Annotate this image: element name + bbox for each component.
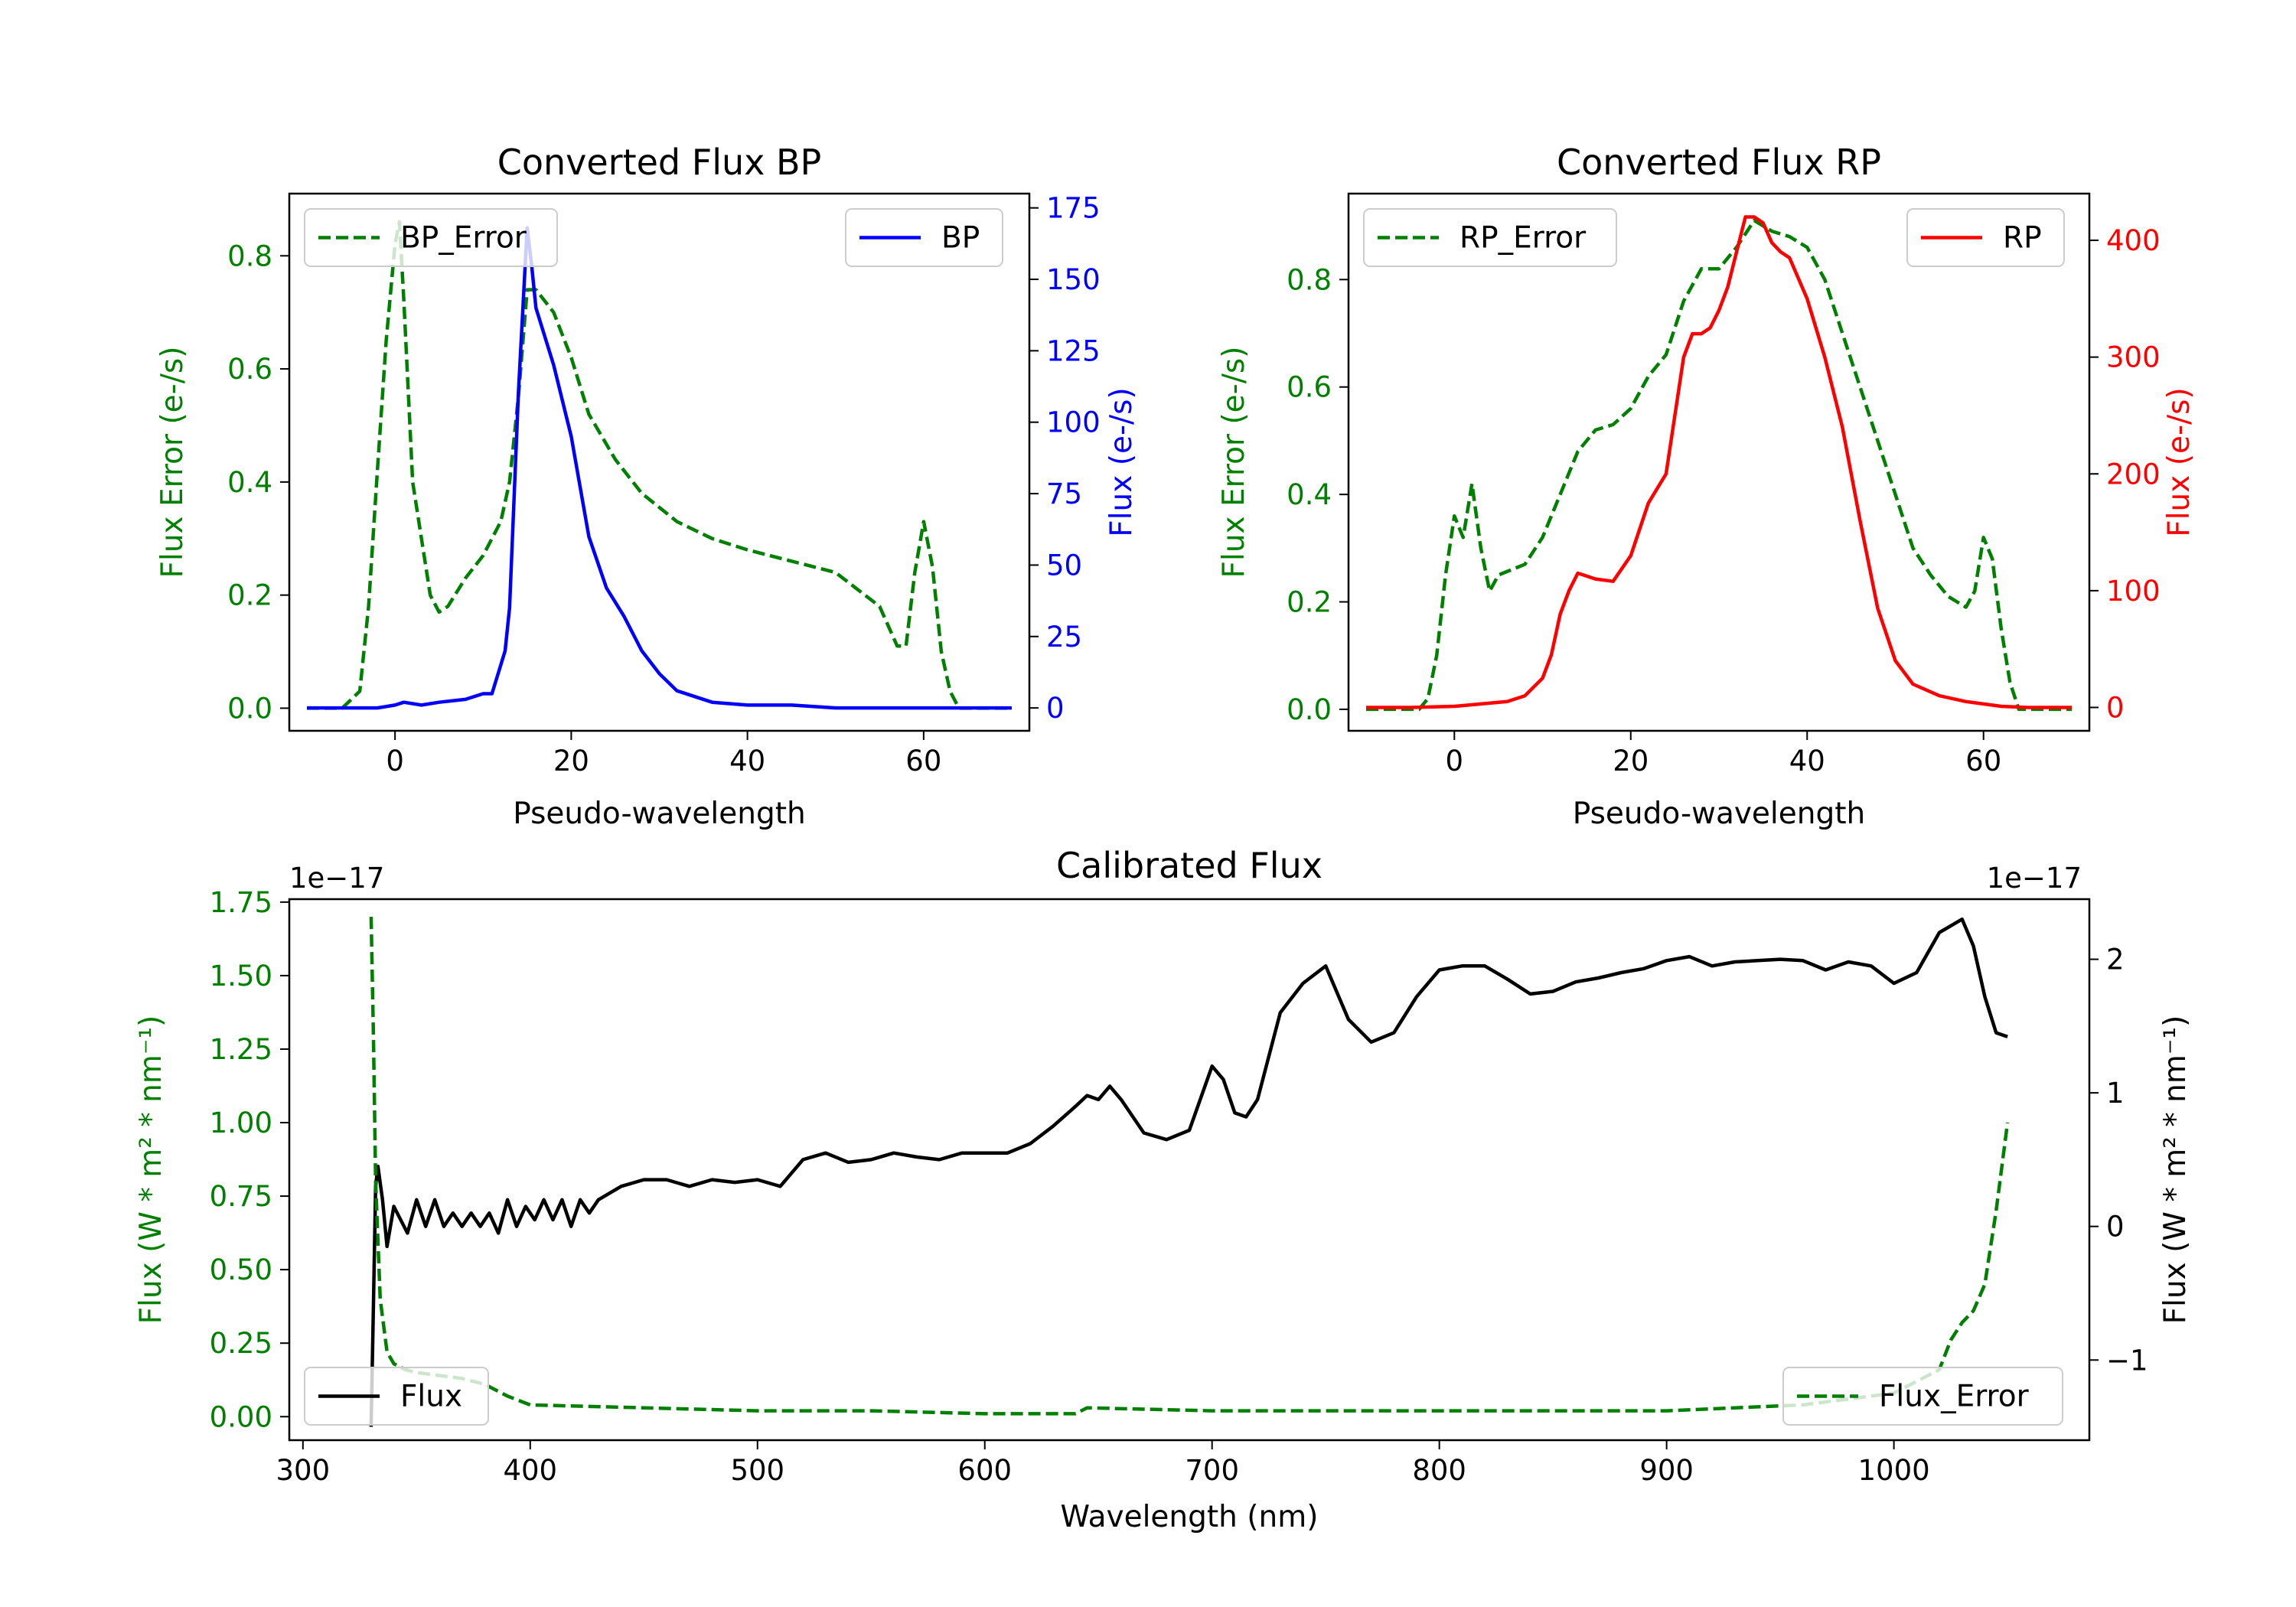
x-tick-label: 40 — [729, 745, 765, 777]
right-tick-label: 300 — [2106, 341, 2161, 374]
x-tick-label: 900 — [1639, 1454, 1694, 1487]
right-tick-label: 200 — [2106, 458, 2161, 491]
right-tick-label: 150 — [1046, 263, 1101, 296]
x-tick-label: 1000 — [1858, 1454, 1930, 1487]
legend-label: Flux — [400, 1380, 462, 1414]
left-axis-label: Flux Error (e-/s) — [1217, 347, 1251, 579]
calibrated-panel: 300 400 500 600 700 800 900 1000 0.00 0.25 0.50 0.7… — [134, 845, 2193, 1534]
plot-frame — [288, 192, 1031, 732]
legend-label: BP — [941, 221, 980, 256]
right-exponent-label: 1e−17 — [1987, 862, 2082, 895]
plot-frame — [1347, 192, 2091, 732]
left-axis-label: Flux Error (e-/s) — [155, 347, 190, 579]
left-tick-label: 0.75 — [210, 1180, 272, 1213]
left-tick-label: 1.25 — [210, 1033, 272, 1066]
left-tick-label: 1.75 — [210, 886, 272, 919]
left-tick-label: 0.50 — [210, 1253, 272, 1286]
x-tick-label: 0 — [386, 745, 404, 777]
left-tick-label: 0.4 — [1287, 478, 1332, 511]
legend-box — [845, 208, 1003, 267]
series-line-flux — [369, 917, 2008, 1427]
plot-frame — [288, 898, 2091, 1442]
left-tick-label: 0.8 — [1287, 263, 1332, 296]
right-tick-label: 2 — [2106, 944, 2125, 976]
x-axis-label: Pseudo-wavelength — [513, 797, 805, 831]
left-tick-label: 0.6 — [1287, 371, 1332, 404]
x-tick-label: 600 — [957, 1454, 1012, 1487]
legend-label: Flux_Error — [1879, 1380, 2030, 1414]
legend-label: BP_Error — [400, 221, 527, 256]
x-axis-label: Wavelength (nm) — [1061, 1500, 1319, 1534]
right-tick-label: 100 — [2106, 575, 2161, 608]
left-exponent-label: 1e−17 — [289, 862, 384, 895]
rp-panel: 0 20 40 60 0.0 0.2 0.4 0.6 0.8 0 100 200 300 400 Conve… — [1217, 142, 2197, 831]
x-tick-label: 60 — [905, 745, 941, 777]
left-tick-label: 0.8 — [227, 240, 272, 272]
right-axis-label: Flux (e-/s) — [2162, 387, 2197, 536]
x-tick-label: 60 — [1965, 745, 2001, 777]
left-axis-label: Flux (W * m² * nm⁻¹) — [134, 1015, 168, 1325]
right-tick-label: 100 — [1046, 406, 1101, 439]
x-tick-label: 0 — [1446, 745, 1464, 777]
left-tick-label: 0.2 — [1287, 586, 1332, 619]
chart-title: Calibrated Flux — [1056, 845, 1322, 886]
left-tick-label: 0.6 — [227, 353, 272, 386]
right-axis-label: Flux (e-/s) — [1104, 387, 1139, 536]
chart-title: Converted Flux BP — [497, 142, 822, 183]
x-tick-label: 20 — [1613, 745, 1649, 777]
left-tick-label: 0.25 — [210, 1327, 272, 1360]
left-tick-label: 1.50 — [210, 960, 272, 993]
chart-title: Converted Flux RP — [1557, 142, 1881, 183]
legend-label: RP_Error — [1459, 221, 1587, 256]
legend-box — [304, 208, 558, 267]
series-line-rp — [1366, 215, 2072, 709]
bp-panel: 0 20 40 60 0.0 0.2 0.4 0.6 0.8 0 25 50 75 100 125 150 17… — [155, 142, 1139, 831]
legend-box — [1363, 208, 1617, 267]
right-tick-label: 0 — [2106, 1211, 2125, 1244]
right-tick-label: 0 — [1046, 692, 1065, 725]
x-tick-label: 700 — [1185, 1454, 1239, 1487]
x-axis-label: Pseudo-wavelength — [1573, 797, 1865, 831]
left-tick-label: 0.0 — [1287, 693, 1332, 726]
left-tick-label: 0.0 — [227, 692, 272, 725]
x-tick-label: 40 — [1789, 745, 1825, 777]
legend-label: RP — [2003, 221, 2042, 256]
series-line-rp-error — [1366, 218, 2072, 712]
left-tick-label: 0.4 — [227, 466, 272, 499]
right-tick-label: 0 — [2106, 691, 2125, 724]
legend-box — [1782, 1367, 2063, 1426]
legend-box — [304, 1367, 489, 1426]
series-line-bp — [307, 226, 1012, 710]
right-tick-label: 175 — [1046, 192, 1101, 225]
legend-box — [1906, 208, 2065, 267]
x-tick-label: 400 — [503, 1454, 557, 1487]
x-tick-label: 20 — [553, 745, 589, 777]
right-tick-label: 25 — [1046, 621, 1082, 654]
left-tick-label: 1.00 — [210, 1107, 272, 1139]
left-tick-label: 0.2 — [227, 579, 272, 612]
right-tick-label: 75 — [1046, 478, 1082, 510]
right-tick-label: 400 — [2106, 224, 2161, 257]
right-tick-label: 1 — [2106, 1077, 2125, 1110]
series-line-flux-error — [369, 917, 2010, 1416]
left-tick-label: 0.00 — [210, 1400, 272, 1433]
right-tick-label: 50 — [1046, 549, 1082, 582]
x-tick-label: 300 — [276, 1454, 331, 1487]
x-tick-label: 500 — [730, 1454, 784, 1487]
x-tick-label: 800 — [1412, 1454, 1466, 1487]
right-axis-label: Flux (W * m² * nm⁻¹) — [2158, 1015, 2193, 1325]
right-tick-label: 125 — [1046, 334, 1101, 367]
right-tick-label: −1 — [2106, 1344, 2148, 1377]
